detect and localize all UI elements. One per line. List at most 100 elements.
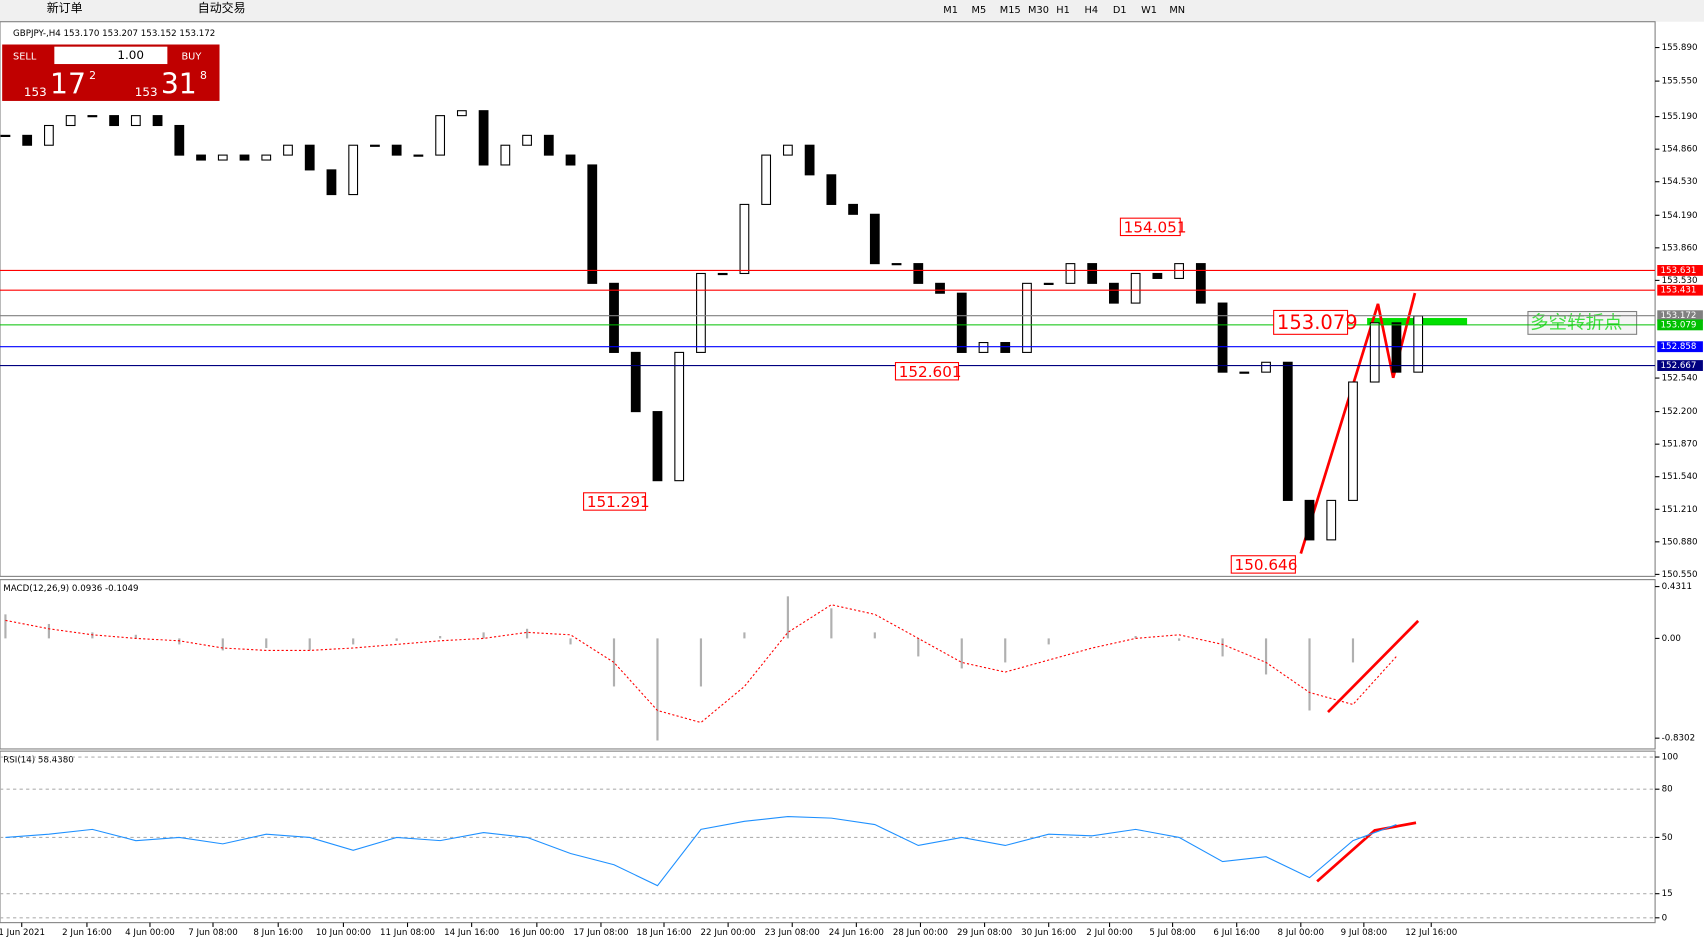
candle (1174, 263, 1184, 279)
x-tick-label: 2 Jul 00:00 (1086, 928, 1133, 938)
buy-price: 8 (200, 69, 207, 82)
annotation-box (583, 492, 647, 511)
candle (1282, 361, 1293, 501)
timeframe-button[interactable]: W1 (1141, 5, 1157, 16)
candle (1369, 322, 1380, 383)
toolbar (0, 0, 1704, 22)
arrows (1299, 292, 1420, 883)
y-tick-label: 154.190 (1662, 211, 1698, 221)
price-tag (1657, 265, 1703, 276)
y-tick-label: 151.210 (1662, 505, 1698, 515)
candle (848, 203, 858, 215)
y-tick-label: 152.200 (1662, 407, 1698, 417)
buy-price: 153 (135, 85, 158, 99)
timeframe-button[interactable]: M1 (943, 5, 958, 16)
price-tag-label: 153.431 (1661, 286, 1697, 296)
candle (696, 272, 706, 353)
candle (1217, 302, 1228, 373)
candle (391, 144, 402, 156)
candle (782, 144, 793, 156)
candle (1087, 263, 1098, 284)
y-tick-label: 155.550 (1662, 77, 1698, 87)
candle (609, 282, 619, 353)
candle (1043, 282, 1054, 285)
toolbar-button[interactable]: 自动交易 (198, 0, 246, 15)
sell-price: 17 (50, 68, 86, 101)
x-tick-label: 12 Jul 16:00 (1405, 928, 1457, 938)
candle (217, 154, 228, 161)
candle (804, 144, 815, 176)
annotation: 152.601 (899, 363, 962, 381)
x-tick-label: 23 Jun 08:00 (765, 928, 820, 938)
candle (1326, 499, 1337, 541)
candle (261, 154, 272, 161)
candle (456, 110, 467, 117)
timeframe-button[interactable]: MN (1169, 5, 1185, 16)
annotation-box (1230, 555, 1296, 574)
candle (826, 174, 837, 205)
candle (674, 351, 685, 482)
candle (22, 134, 33, 146)
candle (1152, 272, 1163, 279)
y-tick-label: 150.880 (1662, 537, 1698, 547)
x-tick-label: 24 Jun 16:00 (829, 928, 884, 938)
timeframe-button[interactable]: M30 (1028, 5, 1049, 16)
indicator-title: RSI(14) 58.4380 (3, 755, 74, 765)
indicator-title: MACD(12,26,9) 0.0936 -0.1049 (3, 584, 138, 594)
candle (1022, 282, 1032, 353)
timeframe-button[interactable]: M15 (1000, 5, 1021, 16)
candle (630, 351, 641, 413)
y-tick-label: 154.530 (1662, 177, 1698, 187)
candle (196, 154, 206, 161)
candle (1109, 282, 1119, 304)
candle (283, 144, 293, 156)
y-tick-label: 100 (1662, 753, 1679, 763)
sell-button[interactable]: SELL (13, 51, 37, 62)
candle (174, 124, 185, 156)
candle (500, 144, 511, 166)
candle (1065, 263, 1076, 284)
candle (130, 115, 141, 127)
toolbar-button[interactable]: 新订单 (47, 0, 83, 15)
candle (1261, 361, 1271, 373)
candle (1348, 381, 1358, 501)
x-tick-label: 2 Jun 16:00 (62, 928, 112, 938)
x-tick-label: 11 Jun 08:00 (380, 928, 435, 938)
y-tick-label: 15 (1662, 889, 1673, 899)
x-tick-label: 22 Jun 00:00 (701, 928, 756, 938)
candle (44, 124, 54, 146)
x-tick-label: 28 Jun 00:00 (893, 928, 948, 938)
y-tick-label: 154.860 (1662, 145, 1698, 155)
candle (87, 115, 98, 118)
candle (522, 134, 532, 146)
candle (478, 110, 489, 166)
y-tick-label: 150.550 (1662, 570, 1698, 580)
buy-button[interactable]: BUY (181, 51, 201, 62)
x-tick-label: 16 Jun 00:00 (509, 928, 564, 938)
price-tag-label: 152.858 (1661, 342, 1697, 352)
trade-panel: SELL 1.00 BUY 153 17 2 153 31 8 (2, 44, 220, 101)
timeframe-button[interactable]: M5 (972, 5, 987, 16)
x-tick-label: 30 Jun 16:00 (1021, 928, 1076, 938)
note-box (1527, 310, 1638, 335)
candle (891, 263, 902, 266)
timeframe-button[interactable]: H4 (1085, 5, 1099, 16)
y-tick-label: 151.870 (1662, 440, 1698, 450)
x-tick-label: 10 Jun 00:00 (316, 928, 371, 938)
candle (370, 144, 380, 147)
candle (869, 213, 880, 265)
y-tick-label: 153.860 (1662, 243, 1698, 253)
lot-input[interactable]: 1.00 (117, 48, 144, 62)
price-tag (1657, 319, 1703, 331)
timeframe-button[interactable]: D1 (1113, 5, 1127, 16)
candle (304, 144, 315, 171)
annotation: 151.291 (587, 493, 650, 511)
candle (1391, 322, 1402, 373)
candle (65, 115, 76, 127)
timeframe-button[interactable]: H1 (1056, 5, 1070, 16)
rsi-line (5, 815, 1397, 887)
price-tag-label: 152.667 (1661, 361, 1697, 371)
x-tick-label: 29 Jun 08:00 (957, 928, 1012, 938)
y-tick-label: 0.00 (1662, 634, 1681, 644)
candle (326, 169, 337, 196)
